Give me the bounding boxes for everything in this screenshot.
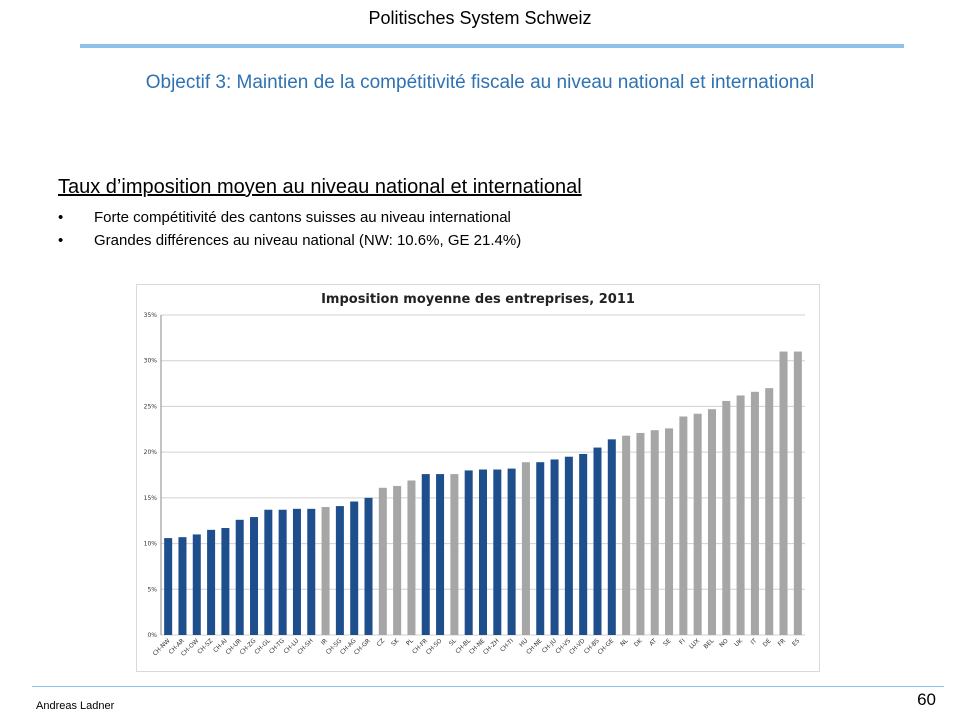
x-tick-label: DK <box>633 637 645 649</box>
bar <box>478 469 488 635</box>
x-tick-label: AT <box>648 637 658 647</box>
chart-title: Imposition moyenne des entreprises, 2011 <box>321 292 635 307</box>
x-tick-label: NL <box>619 637 630 648</box>
bar <box>407 480 416 635</box>
x-tick-label: FI <box>678 637 687 646</box>
bar <box>707 409 716 635</box>
bar <box>450 474 459 635</box>
x-tick-label: SL <box>448 637 458 647</box>
author-name: Andreas Ladner <box>36 700 115 712</box>
slide-title: Objectif 3: Maintien de la compétitivité… <box>145 72 815 93</box>
bar <box>736 395 745 635</box>
bar <box>278 509 287 635</box>
x-tick-label: UK <box>733 637 745 649</box>
bar <box>693 413 702 635</box>
bar <box>550 459 559 635</box>
x-tick-label: ES <box>791 637 801 647</box>
x-tick-label: IT <box>750 637 759 646</box>
bar <box>378 487 387 635</box>
bar <box>178 537 187 635</box>
y-tick-label: 10% <box>144 541 158 548</box>
x-tick-label: SK <box>390 637 401 648</box>
y-tick-label: 5% <box>147 586 157 593</box>
header-divider <box>80 44 904 48</box>
bullet-item: • Grandes différences au niveau national … <box>58 231 521 254</box>
x-tick-label: CH-GE <box>596 637 615 656</box>
bar <box>722 400 731 635</box>
x-tick-label: BEL <box>702 637 715 650</box>
bar <box>607 439 616 635</box>
x-tick-label: CH-SO <box>425 637 444 656</box>
bar <box>536 462 545 635</box>
bar <box>579 453 588 635</box>
footer-divider <box>32 686 944 687</box>
bar <box>292 508 301 635</box>
x-tick-label: CH-GR <box>353 637 372 656</box>
x-tick-label: CZ <box>375 637 386 648</box>
bar <box>335 506 344 635</box>
bar <box>464 470 473 635</box>
bar <box>350 501 359 635</box>
x-tick-label: CH-TI <box>499 637 515 653</box>
bar <box>779 351 788 635</box>
bar <box>235 519 244 635</box>
bar <box>765 388 774 635</box>
bullet-marker: • <box>58 209 64 226</box>
presentation-title: Politisches System Schweiz <box>368 8 592 28</box>
bullet-list: • Forte compétitivité des cantons suisses… <box>58 208 521 254</box>
bar <box>507 468 516 635</box>
bar <box>793 351 802 635</box>
bar <box>307 508 316 635</box>
bar <box>364 497 373 635</box>
chart-container: Imposition moyenne des entreprises, 2011… <box>136 284 820 672</box>
bar <box>493 469 502 635</box>
bar <box>421 474 430 635</box>
x-tick-label: CH-VD <box>568 637 587 656</box>
bar <box>679 416 688 635</box>
y-tick-label: 30% <box>144 358 158 365</box>
bar <box>436 474 445 635</box>
x-tick-label: LUX <box>688 637 701 650</box>
section-subheading: Taux d’imposition moyen au niveau nation… <box>58 176 582 198</box>
x-tick-label: FR <box>777 637 787 647</box>
bar <box>264 509 273 635</box>
x-tick-label: CH-SH <box>296 637 315 656</box>
x-tick-label: DE <box>762 637 773 648</box>
y-tick-label: 15% <box>144 495 158 502</box>
x-tick-label: CH-NW <box>152 637 172 657</box>
bar <box>164 538 173 635</box>
y-tick-label: 35% <box>144 312 158 319</box>
bar <box>393 485 402 635</box>
x-tick-label: HU <box>518 637 529 648</box>
bar <box>650 430 659 635</box>
x-tick-label: NO <box>718 637 730 649</box>
y-tick-label: 0% <box>147 632 157 639</box>
bar <box>636 432 645 635</box>
x-tick-label: CH-SZ <box>196 637 214 655</box>
bar <box>521 462 530 635</box>
bar <box>622 435 631 635</box>
x-tick-label: CH-NE <box>525 637 544 656</box>
bar <box>221 528 230 635</box>
y-tick-label: 25% <box>144 403 158 410</box>
bullet-item: • Forte compétitivité des cantons suisses… <box>58 208 521 231</box>
x-tick-label: PL <box>405 637 415 647</box>
bullet-text: Grandes différences au niveau national (… <box>94 232 522 249</box>
x-tick-label: CH-ZH <box>482 637 501 656</box>
bar <box>192 534 201 635</box>
bar <box>321 507 330 635</box>
bar <box>250 517 259 635</box>
bullet-marker: • <box>58 232 64 249</box>
page-number: 60 <box>917 690 936 709</box>
y-tick-label: 20% <box>144 449 158 456</box>
bar-chart: Imposition moyenne des entreprises, 2011… <box>144 292 805 658</box>
bar <box>750 391 759 635</box>
bullet-text: Forte compétitivité des cantons suisses … <box>94 209 511 226</box>
bar <box>564 456 573 635</box>
x-tick-label: IR <box>320 637 329 646</box>
x-tick-label: SE <box>662 637 672 647</box>
bar <box>665 428 674 635</box>
bar <box>207 529 216 635</box>
bar <box>593 447 602 635</box>
